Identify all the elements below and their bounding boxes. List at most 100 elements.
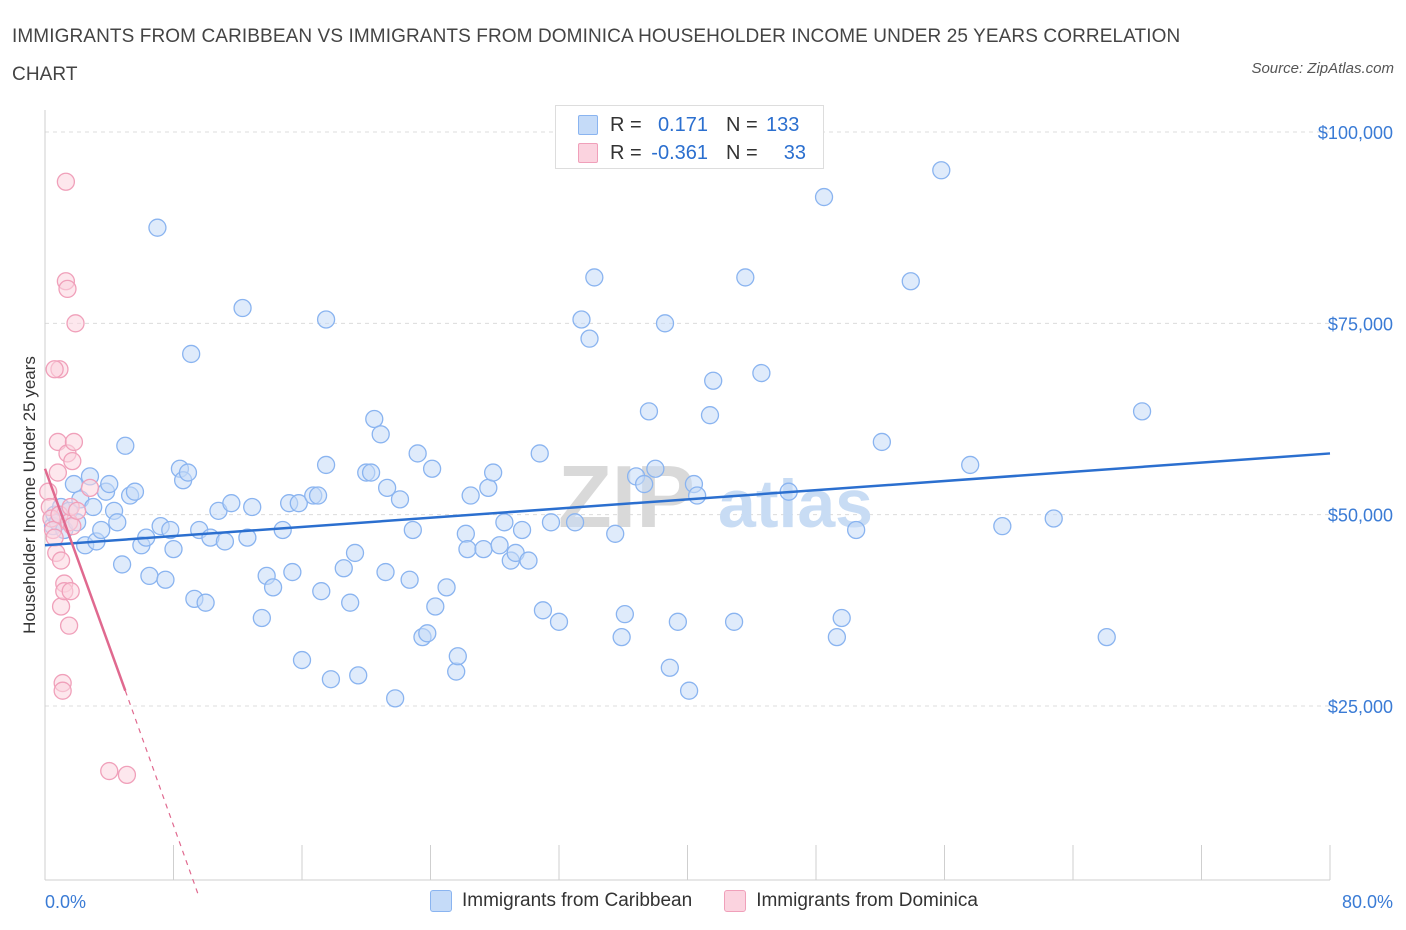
caribbean-point xyxy=(400,570,419,589)
legend-swatch-caribbean xyxy=(578,115,598,135)
y-tick-label: $75,000 xyxy=(1328,314,1393,334)
caribbean-point xyxy=(125,482,145,501)
caribbean-point xyxy=(447,662,466,681)
caribbean-point xyxy=(403,520,422,540)
caribbean-point xyxy=(215,532,235,551)
legend-swatch-dominica xyxy=(578,143,598,163)
caribbean-point xyxy=(292,650,312,670)
dominica-trend-line xyxy=(43,468,127,692)
caribbean-point xyxy=(312,582,331,601)
caribbean-point xyxy=(371,425,390,444)
correlation-legend: R = 0.171 N = 133 R = -0.361 N = 33 xyxy=(555,105,824,169)
dominica-point xyxy=(51,551,71,570)
caribbean-point xyxy=(639,402,659,421)
caribbean-point xyxy=(901,272,920,291)
chart-title: IMMIGRANTS FROM CARIBBEAN VS IMMIGRANTS … xyxy=(12,26,1181,85)
series-legend-dominica: Immigrants from Dominica xyxy=(724,890,978,912)
caribbean-point xyxy=(308,486,328,505)
source-label: Source: ZipAtlas.com xyxy=(1251,60,1394,77)
caribbean-point xyxy=(345,543,365,563)
caribbean-point xyxy=(116,436,135,455)
dominica-point xyxy=(67,501,87,520)
caribbean-point xyxy=(408,444,427,463)
caribbean-point xyxy=(872,432,892,452)
dominica-trend-line-extension xyxy=(124,690,200,898)
trend-lines xyxy=(43,452,1331,898)
caribbean-point xyxy=(377,478,397,498)
legend-row-caribbean: R = 0.171 N = 133 xyxy=(578,113,812,137)
caribbean-point xyxy=(612,627,631,647)
caribbean-point xyxy=(932,161,951,180)
caribbean-point xyxy=(495,513,514,532)
dominica-point xyxy=(80,478,100,498)
caribbean-point xyxy=(178,463,198,482)
caribbean-point xyxy=(164,539,183,559)
caribbean-point xyxy=(646,459,665,478)
caribbean-point xyxy=(316,310,336,329)
caribbean-point xyxy=(814,187,834,207)
caribbean-point xyxy=(283,562,302,582)
caribbean-point xyxy=(687,486,707,505)
caribbean-point xyxy=(156,570,175,589)
caribbean-point xyxy=(252,608,271,628)
caribbean-point xyxy=(365,409,384,429)
caribbean-point xyxy=(634,474,654,494)
dominica-point xyxy=(61,582,80,601)
y-tick-label: $50,000 xyxy=(1328,506,1393,526)
caribbean-point xyxy=(668,612,688,631)
caribbean-point xyxy=(1097,627,1116,647)
dominica-point xyxy=(45,360,64,379)
caribbean-point xyxy=(549,612,569,631)
legend-row-dominica: R = -0.361 N = 33 xyxy=(578,141,806,165)
caribbean-point xyxy=(321,670,341,689)
caribbean-point xyxy=(437,578,456,597)
caribbean-point xyxy=(426,597,445,616)
caribbean-point xyxy=(585,268,604,287)
dominica-point xyxy=(59,616,79,635)
caribbean-point xyxy=(490,536,509,555)
caribbean-point xyxy=(993,516,1012,536)
series-legend: Immigrants from Caribbean Immigrants fro… xyxy=(430,890,1010,912)
legend-n-value: 133 xyxy=(766,113,800,136)
caribbean-point xyxy=(341,593,360,612)
caribbean-point xyxy=(92,520,111,540)
caribbean-point xyxy=(847,520,866,540)
series-swatch-dominica xyxy=(724,890,747,912)
caribbean-point xyxy=(660,658,679,677)
caribbean-point xyxy=(832,608,851,628)
caribbean-point xyxy=(222,494,241,513)
caribbean-point xyxy=(100,474,119,494)
caribbean-point xyxy=(448,647,467,666)
caribbean-point xyxy=(289,494,308,513)
caribbean-point xyxy=(961,455,980,475)
dominica-point xyxy=(66,314,85,333)
caribbean-point xyxy=(140,566,159,586)
caribbean-point xyxy=(112,555,132,574)
caribbean-point xyxy=(148,218,167,237)
y-axis-label: Householder Income Under 25 years xyxy=(20,356,39,634)
legend-r-label: R = xyxy=(610,141,642,164)
caribbean-point xyxy=(572,310,591,329)
caribbean-point xyxy=(390,490,410,509)
caribbean-point xyxy=(512,520,532,540)
dominica-point xyxy=(48,463,67,482)
caribbean-point xyxy=(580,329,599,348)
caribbean-point xyxy=(479,478,498,498)
legend-r-label: R = xyxy=(610,113,642,136)
caribbean-point xyxy=(64,474,84,494)
caribbean-point xyxy=(233,298,252,318)
legend-n-value: 33 xyxy=(783,141,806,164)
caribbean-point xyxy=(238,528,257,547)
dominica-point xyxy=(117,765,137,785)
series-label-caribbean: Immigrants from Caribbean xyxy=(462,890,693,911)
series-legend-caribbean: Immigrants from Caribbean xyxy=(430,890,692,912)
caribbean-point xyxy=(456,524,475,543)
caribbean-point xyxy=(458,539,477,559)
caribbean-point xyxy=(263,578,283,597)
watermark-zip: ZIP xyxy=(558,447,695,546)
dominica-point xyxy=(100,761,119,781)
caribbean-point xyxy=(533,601,553,620)
caribbean-point xyxy=(316,455,336,475)
caribbean-point xyxy=(418,624,437,643)
y-tick-label: $25,000 xyxy=(1328,697,1393,717)
